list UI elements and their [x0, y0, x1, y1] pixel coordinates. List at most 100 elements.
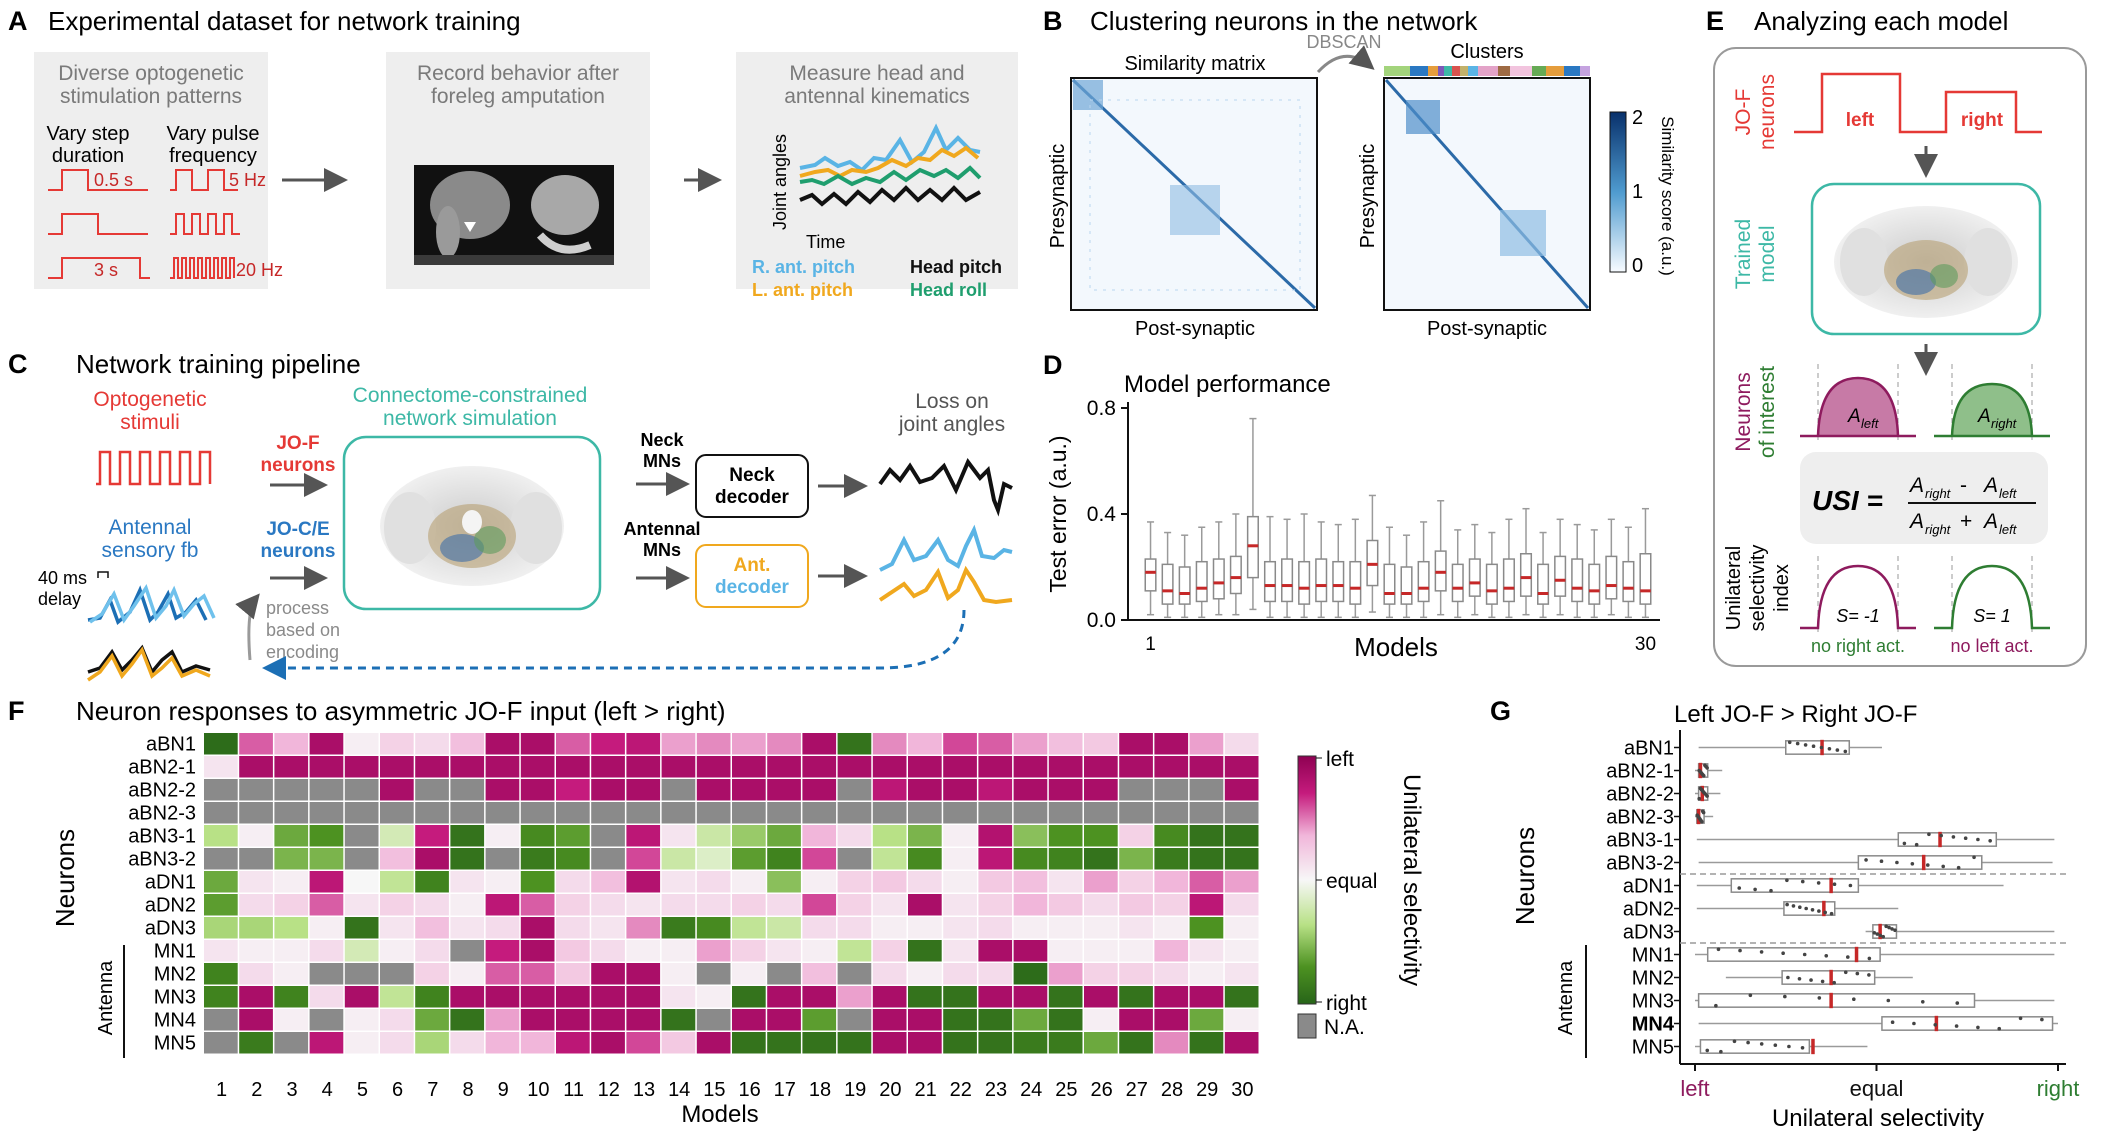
heatmap-cell	[380, 1009, 414, 1031]
heatmap-cell	[309, 963, 344, 985]
g-point	[1846, 955, 1850, 959]
g-point	[1864, 858, 1868, 862]
g-point	[1912, 1021, 1916, 1026]
g-point	[1816, 881, 1821, 885]
heatmap-cell	[1154, 917, 1189, 939]
y-tick-label: 0.8	[1087, 397, 1116, 420]
heatmap-cell	[309, 779, 344, 801]
heatmap-cell	[696, 963, 731, 985]
g-point	[1939, 833, 1943, 838]
heatmap-cell	[485, 917, 520, 939]
heatmap-cell	[872, 825, 907, 847]
heatmap-cell	[943, 894, 977, 916]
heatmap-cell	[239, 779, 273, 801]
d-xlabel: Models	[1354, 632, 1438, 662]
heatmap-cell	[1154, 940, 1189, 962]
heatmap-cell	[802, 779, 837, 801]
row-label: MN2	[154, 963, 196, 985]
cbar-title: Unilateral selectivity	[1398, 774, 1425, 986]
heatmap-cell	[943, 1009, 977, 1031]
neck-decoder-label-1: Neck	[729, 465, 775, 486]
heatmap-cell	[239, 733, 273, 755]
heatmap-cell	[1084, 1032, 1118, 1054]
heatmap-cell	[908, 940, 942, 962]
antennal-label-1: Antennal	[109, 516, 192, 539]
no-left-act: no left act.	[1950, 636, 2033, 656]
row-label: aBN3-1	[128, 825, 196, 847]
heatmap-cell	[1189, 1032, 1224, 1054]
g-point	[1878, 933, 1883, 938]
heatmap-cell	[1224, 986, 1259, 1008]
heatmap-cell	[978, 756, 1013, 778]
heatmap-cell	[556, 894, 590, 916]
heatmap-cell	[309, 756, 344, 778]
heatmap-cell	[1224, 733, 1259, 755]
usi-formula-box	[1800, 452, 2048, 544]
g-point	[1827, 747, 1832, 751]
heatmap-cell	[415, 848, 449, 870]
g-point	[1941, 864, 1946, 869]
heatmap-cell	[978, 848, 1013, 870]
heatmap-cell	[591, 917, 625, 939]
column-label: 20	[879, 1079, 901, 1101]
kin-box-title-2: antennal kinematics	[784, 85, 970, 108]
box	[1315, 558, 1328, 603]
heatmap-cell	[837, 940, 872, 962]
heatmap-cell	[872, 894, 907, 916]
panel-f: F Neuron responses to asymmetric JO-F in…	[8, 696, 1425, 1128]
column-label: 10	[527, 1079, 549, 1101]
heatmap-cell	[1084, 733, 1118, 755]
heatmap-cell	[1119, 963, 1153, 985]
heatmap-cell	[520, 848, 555, 870]
g-point	[1893, 928, 1897, 932]
neck-decoder-label-2: decoder	[715, 487, 790, 508]
heatmap-cell	[908, 733, 942, 755]
heatmap-cell	[1084, 1009, 1118, 1031]
box	[1502, 558, 1515, 603]
loss-label-2: joint angles	[898, 413, 1005, 436]
panel-d-title: Model performance	[1124, 371, 1331, 398]
heatmap-cell	[1013, 848, 1048, 870]
g-point	[1753, 887, 1757, 892]
heatmap-cell	[274, 733, 309, 755]
box	[1537, 563, 1550, 605]
y-tick-label: 0.4	[1087, 503, 1117, 526]
cbar-right: right	[1326, 992, 1367, 1015]
clustered-matrix-icon	[1383, 77, 1591, 311]
g-point	[1954, 1024, 1959, 1028]
g-box	[1857, 855, 1983, 870]
heatmap-cell	[1084, 940, 1118, 962]
column-label: 7	[427, 1079, 438, 1101]
heatmap-cell	[239, 756, 273, 778]
heatmap-cell	[908, 963, 942, 985]
heatmap-cell	[520, 871, 555, 893]
heatmap-cell	[661, 871, 696, 893]
g-point	[1748, 993, 1753, 998]
heatmap-cell	[415, 733, 449, 755]
box	[1212, 558, 1225, 600]
heatmap-cell	[204, 917, 238, 939]
heatmap-cell	[696, 1032, 731, 1054]
heatmap-cell	[450, 963, 485, 985]
heatmap-cell	[344, 963, 379, 985]
d-ylabel: Test error (a.u.)	[1045, 435, 1071, 592]
panel-c-title: Network training pipeline	[76, 349, 361, 379]
g-point	[1791, 904, 1796, 908]
heatmap-cell	[943, 756, 977, 778]
heatmap-cell	[1013, 733, 1048, 755]
g-point	[1803, 743, 1808, 747]
row-label: MN5	[154, 1032, 196, 1054]
heatmap-cell	[591, 733, 625, 755]
x-tick-label: 1	[1145, 634, 1156, 655]
heatmap-cell	[837, 963, 872, 985]
process-label-1: process	[266, 598, 329, 618]
g-point	[1817, 996, 1822, 1000]
neck-mns-label-2: MNs	[643, 451, 681, 471]
heatmap-cell	[943, 940, 977, 962]
heatmap-cell	[802, 756, 837, 778]
antennal-label-2: sensory fb	[102, 539, 199, 562]
heatmap-cell	[450, 986, 485, 1008]
heatmap-cell	[239, 848, 273, 870]
heatmap-cell	[380, 871, 414, 893]
g-point	[1732, 1039, 1737, 1044]
